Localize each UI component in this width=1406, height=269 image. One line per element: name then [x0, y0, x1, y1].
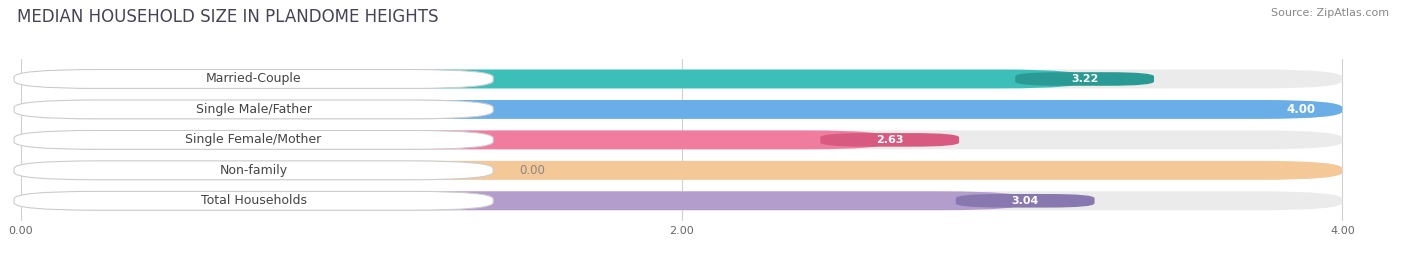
FancyBboxPatch shape	[1015, 72, 1154, 86]
FancyBboxPatch shape	[21, 100, 1343, 119]
Text: Total Households: Total Households	[201, 194, 307, 207]
Text: Married-Couple: Married-Couple	[205, 72, 301, 86]
FancyBboxPatch shape	[14, 161, 494, 180]
FancyBboxPatch shape	[956, 194, 1094, 208]
FancyBboxPatch shape	[21, 100, 1343, 119]
FancyBboxPatch shape	[21, 69, 1084, 89]
FancyBboxPatch shape	[21, 130, 890, 149]
Text: Single Male/Father: Single Male/Father	[195, 103, 312, 116]
FancyBboxPatch shape	[820, 133, 959, 147]
Text: 3.22: 3.22	[1071, 74, 1098, 84]
Text: 3.04: 3.04	[1011, 196, 1039, 206]
FancyBboxPatch shape	[14, 191, 494, 210]
FancyBboxPatch shape	[14, 69, 494, 89]
Text: MEDIAN HOUSEHOLD SIZE IN PLANDOME HEIGHTS: MEDIAN HOUSEHOLD SIZE IN PLANDOME HEIGHT…	[17, 8, 439, 26]
FancyBboxPatch shape	[21, 191, 1025, 210]
FancyBboxPatch shape	[14, 100, 494, 119]
Text: Source: ZipAtlas.com: Source: ZipAtlas.com	[1271, 8, 1389, 18]
Text: 2.63: 2.63	[876, 135, 904, 145]
FancyBboxPatch shape	[21, 130, 1343, 149]
Text: 0.00: 0.00	[520, 164, 546, 177]
FancyBboxPatch shape	[21, 161, 1343, 180]
FancyBboxPatch shape	[21, 69, 1343, 89]
Text: Non-family: Non-family	[219, 164, 288, 177]
FancyBboxPatch shape	[21, 191, 1343, 210]
FancyBboxPatch shape	[14, 130, 494, 149]
Text: 4.00: 4.00	[1286, 103, 1316, 116]
FancyBboxPatch shape	[21, 161, 1343, 180]
Text: Single Female/Mother: Single Female/Mother	[186, 133, 322, 146]
